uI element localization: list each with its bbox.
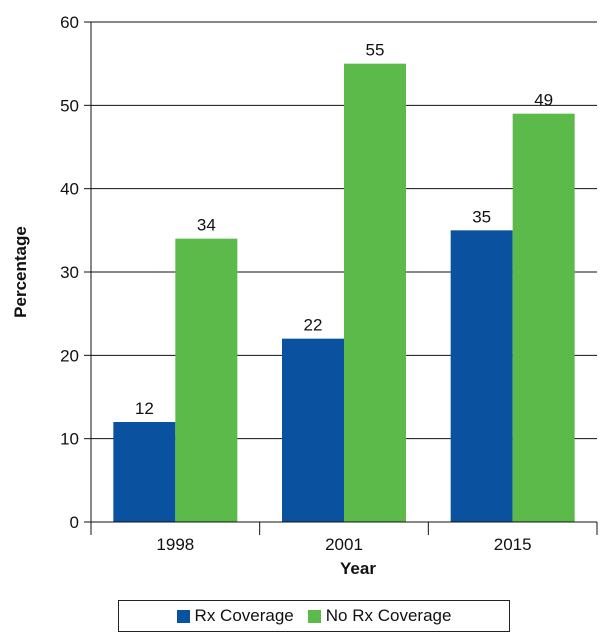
- x-tick-label-1998: 1998: [156, 535, 194, 554]
- y-tick-label-10: 10: [60, 430, 79, 449]
- data-label-2015-rx: 35: [472, 207, 491, 226]
- x-tick-label-2001: 2001: [325, 535, 363, 554]
- data-labels: 12 34 22 55 35 49: [135, 41, 553, 418]
- bar-1998-no-rx: [175, 238, 238, 522]
- x-tick-label-2015: 2015: [494, 535, 532, 554]
- data-label-2001-rx: 22: [304, 316, 323, 335]
- y-tick-label-50: 50: [60, 96, 79, 115]
- x-axis-title: Year: [340, 559, 376, 578]
- bars: [113, 63, 575, 523]
- y-axis-title: Percentage: [11, 226, 30, 318]
- legend: Rx Coverage No Rx Coverage: [118, 600, 510, 632]
- y-tick-label-20: 20: [60, 346, 79, 365]
- x-axis-ticks: 1998 2001 2015: [90, 522, 598, 554]
- legend-item-no-rx-coverage: No Rx Coverage: [307, 606, 452, 626]
- data-label-1998-rx: 12: [135, 399, 154, 418]
- legend-swatch-rx-coverage: [176, 609, 190, 623]
- bar-2001-rx: [282, 338, 344, 522]
- legend-label-no-rx-coverage: No Rx Coverage: [325, 606, 452, 625]
- y-tick-label-40: 40: [60, 180, 79, 199]
- y-tick-label-30: 30: [60, 263, 79, 282]
- legend-swatch-no-rx-coverage: [307, 609, 321, 623]
- bar-2015-no-rx: [512, 113, 575, 523]
- axes: [90, 22, 597, 523]
- y-tick-label-60: 60: [60, 13, 79, 32]
- legend-label-rx-coverage: Rx Coverage: [194, 606, 294, 625]
- data-label-2015-no-rx: 49: [534, 91, 553, 110]
- data-label-2001-no-rx: 55: [366, 41, 385, 60]
- y-axis-ticks: 0 10 20 30 40 50 60: [60, 13, 91, 532]
- bar-1998-rx: [113, 422, 176, 522]
- bar-2015-rx: [450, 230, 513, 523]
- bar-2001-no-rx: [344, 63, 406, 523]
- y-tick-label-0: 0: [70, 513, 79, 532]
- data-label-1998-no-rx: 34: [197, 216, 216, 235]
- legend-item-rx-coverage: Rx Coverage: [176, 606, 294, 626]
